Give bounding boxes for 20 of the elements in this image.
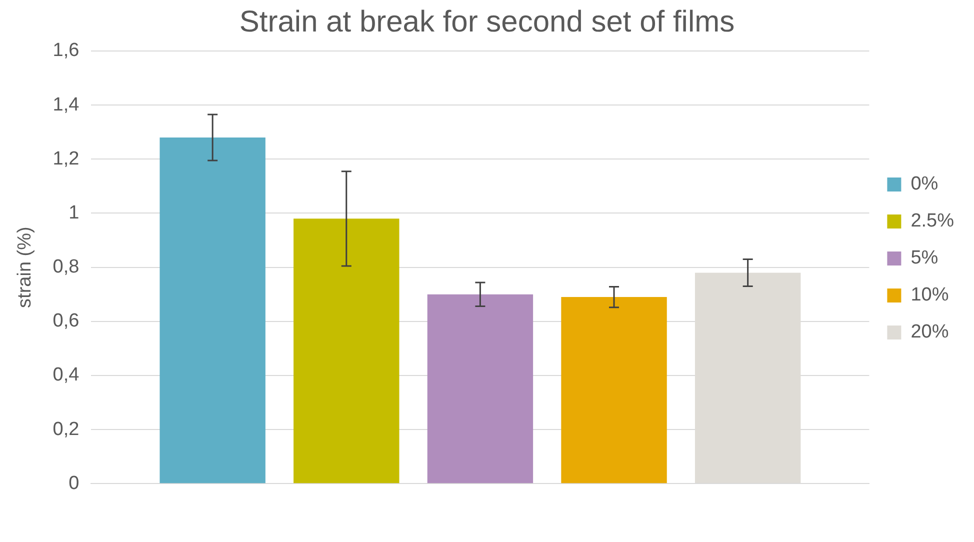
y-tick-label: 0,6	[52, 310, 80, 332]
y-tick-label: 0	[68, 472, 80, 494]
y-tick-label: 0,2	[52, 418, 80, 440]
y-tick-label: 1,2	[52, 148, 80, 170]
y-axis-title: strain (%)	[14, 226, 36, 308]
legend-label: 0%	[910, 174, 938, 195]
legend-label: 5%	[910, 248, 938, 269]
legend-label: 10%	[910, 284, 949, 306]
y-tick-label: 1	[68, 202, 80, 224]
bar	[427, 294, 534, 484]
chart-title: Strain at break for second set of films	[239, 5, 735, 38]
legend-label: 20%	[910, 322, 949, 343]
y-tick-label: 1,4	[52, 94, 80, 116]
bar	[561, 297, 667, 484]
y-tick-label: 1,6	[52, 40, 80, 62]
y-tick-label: 0,4	[52, 364, 80, 386]
bar	[160, 138, 266, 484]
bar	[294, 218, 400, 484]
legend-label: 2.5%	[910, 210, 954, 232]
y-tick-label: 0,8	[52, 256, 80, 278]
